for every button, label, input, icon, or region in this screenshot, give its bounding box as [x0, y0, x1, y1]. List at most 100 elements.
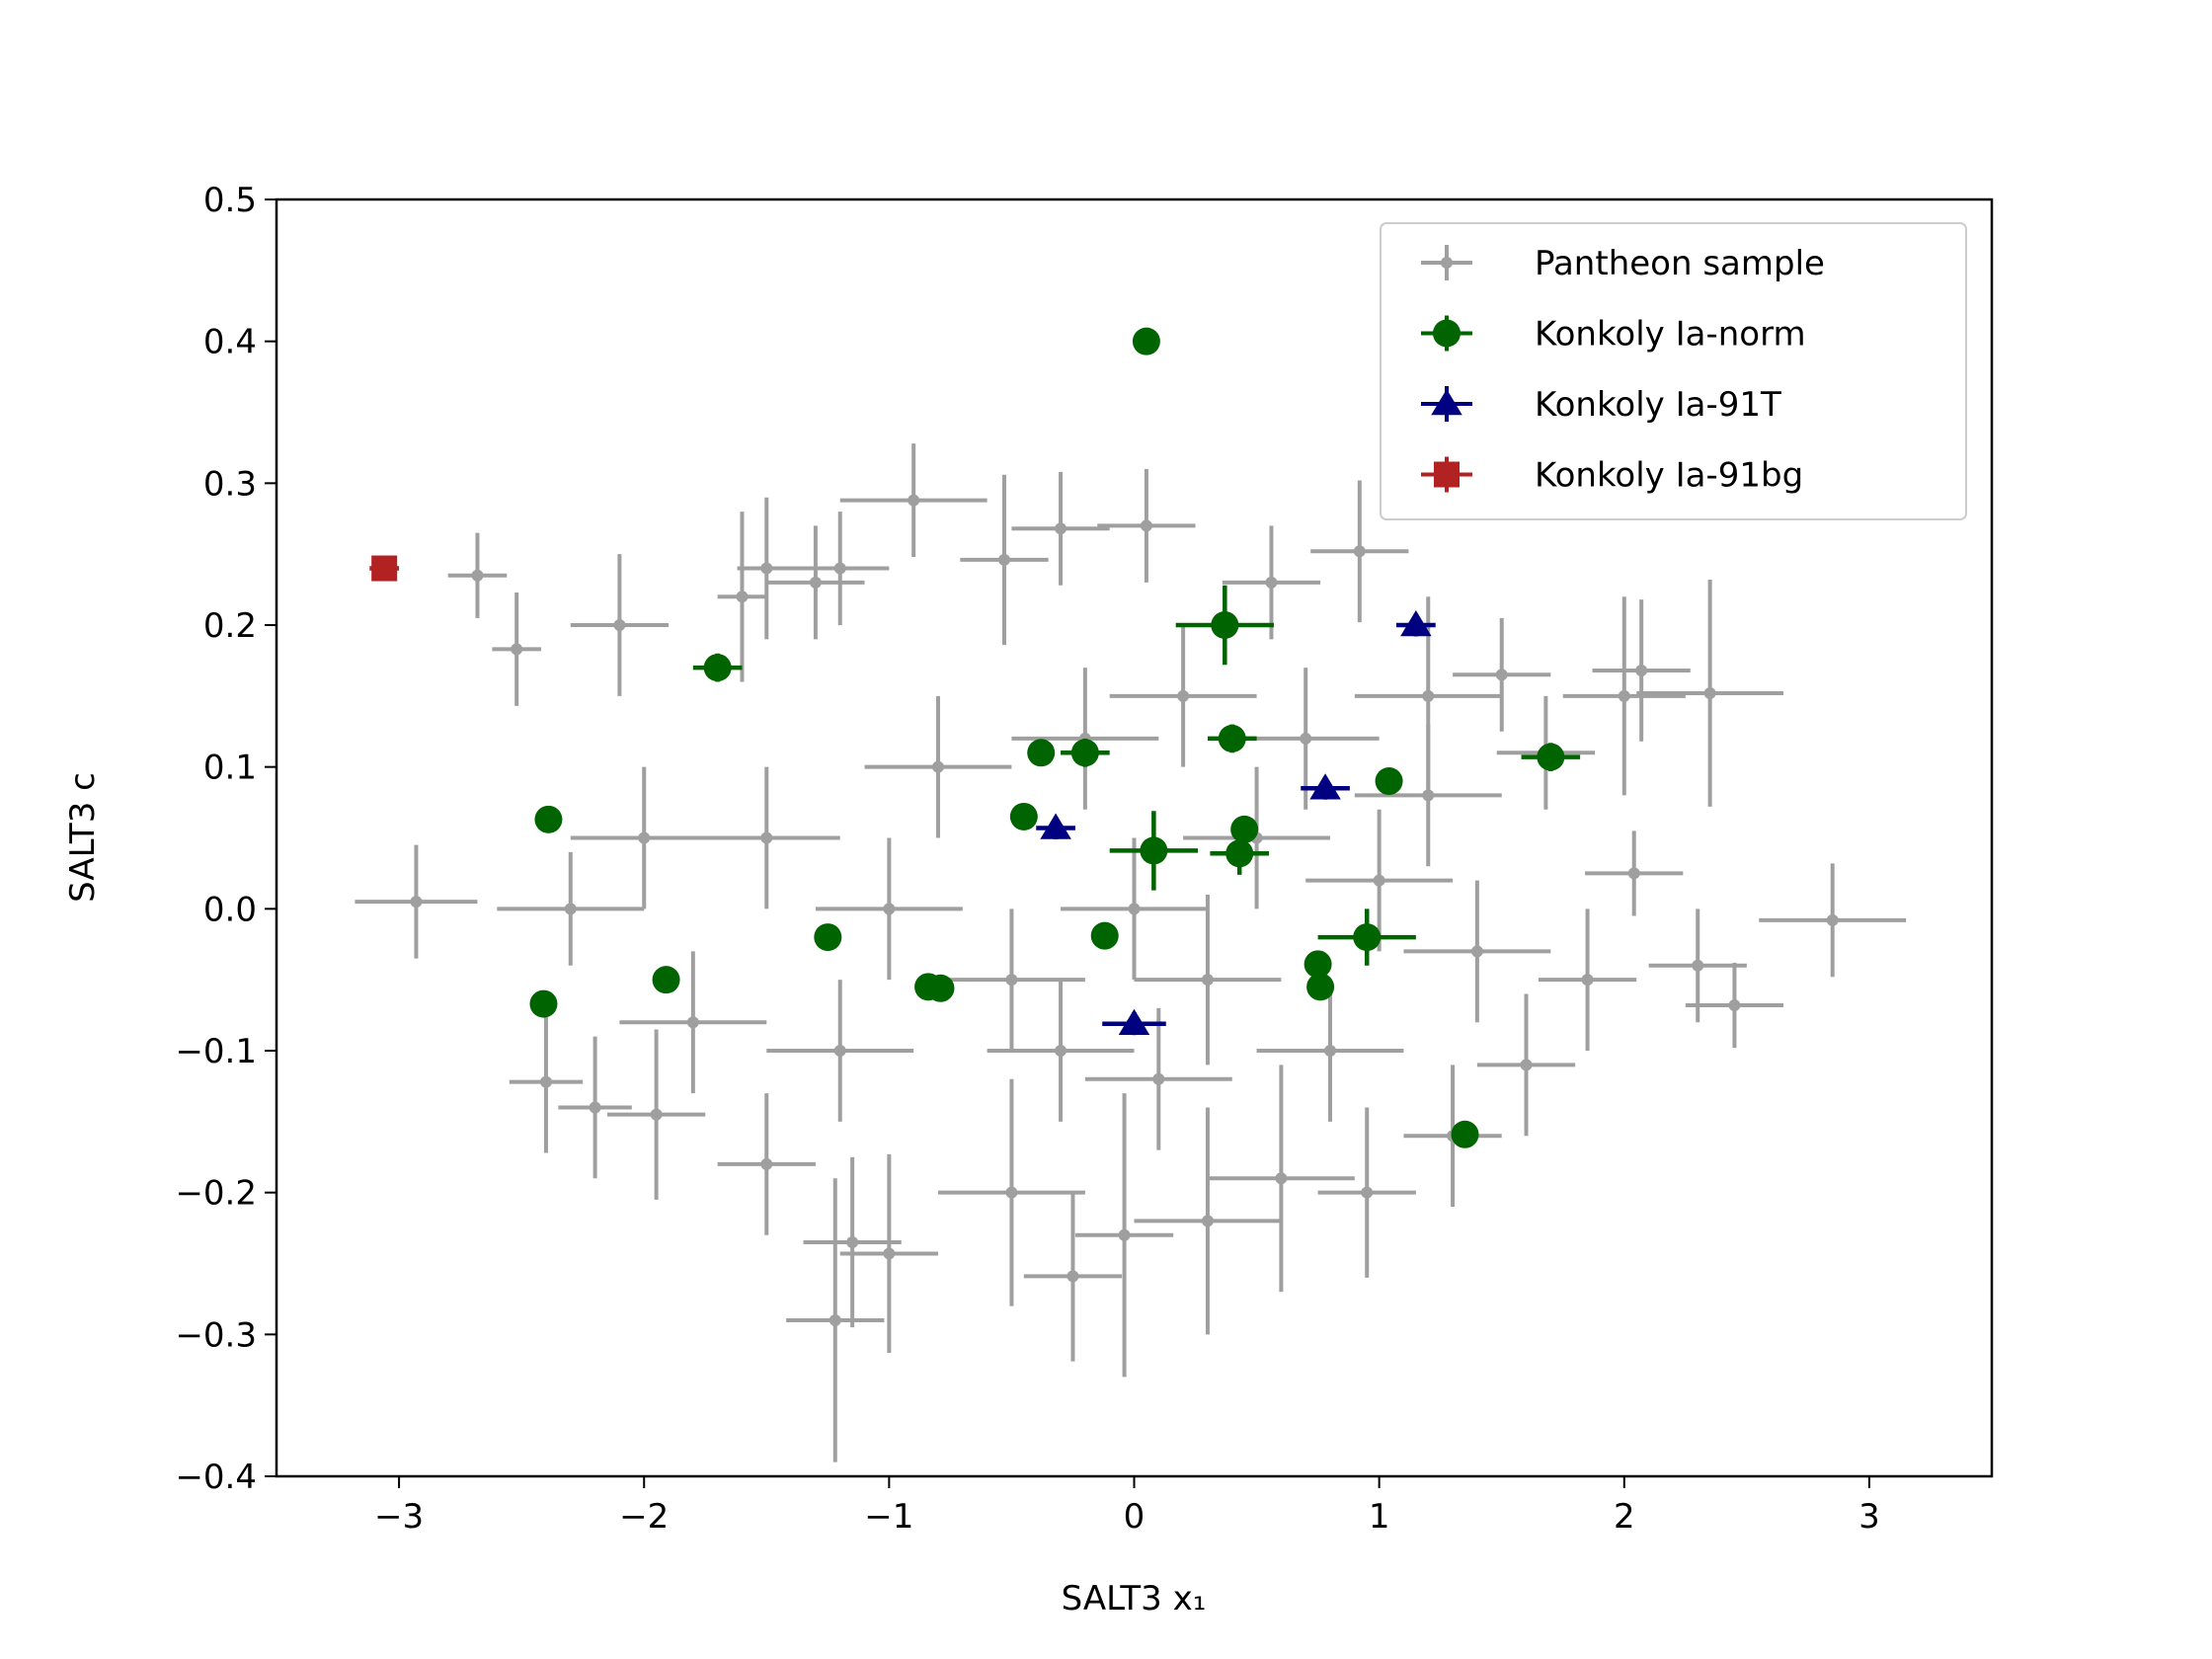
- point: [1118, 1228, 1131, 1241]
- point: [1218, 724, 1246, 752]
- legend-label: Pantheon sample: [1535, 244, 1825, 283]
- point: [589, 1101, 601, 1114]
- y-tick-label: 0.4: [203, 323, 257, 362]
- legend-marker: [1433, 319, 1461, 348]
- point: [1692, 959, 1704, 972]
- x-axis-label: SALT3 x₁: [1062, 1579, 1207, 1619]
- point: [371, 555, 398, 582]
- point: [883, 903, 896, 915]
- point: [534, 805, 563, 833]
- point: [1140, 836, 1168, 865]
- point: [1177, 689, 1190, 702]
- point: [650, 1108, 663, 1121]
- point: [1826, 913, 1839, 926]
- series: [369, 555, 400, 582]
- plot-area: [355, 327, 1907, 1462]
- point: [1027, 739, 1056, 767]
- legend-marker: [1434, 461, 1460, 488]
- point: [1132, 327, 1160, 356]
- y-tick-label: 0.1: [203, 749, 257, 788]
- point: [883, 1247, 896, 1260]
- point: [1581, 974, 1594, 987]
- point: [1128, 903, 1141, 915]
- point: [1309, 773, 1341, 800]
- point: [1070, 739, 1099, 767]
- point: [1275, 1172, 1288, 1185]
- point: [1211, 611, 1239, 639]
- point: [1304, 950, 1332, 979]
- point: [760, 562, 773, 575]
- point: [1400, 610, 1432, 637]
- x-tick-label: 2: [1614, 1497, 1635, 1537]
- point: [703, 654, 732, 682]
- point: [613, 619, 626, 631]
- point: [686, 1016, 699, 1029]
- point: [1422, 689, 1435, 702]
- y-axis-label: SALT3 c: [63, 772, 103, 903]
- point: [1537, 743, 1565, 771]
- point: [1703, 686, 1716, 699]
- legend-marker: [1441, 257, 1453, 269]
- point: [638, 831, 651, 844]
- point: [1140, 519, 1152, 532]
- point: [736, 591, 749, 603]
- point: [1066, 1270, 1079, 1283]
- point: [564, 903, 577, 915]
- legend-label: Konkoly Ia-norm: [1535, 315, 1806, 355]
- y-tick-label: −0.1: [175, 1032, 257, 1071]
- point: [1375, 767, 1403, 796]
- point: [1451, 1120, 1479, 1148]
- point: [1201, 1215, 1214, 1227]
- x-tick-label: −2: [619, 1497, 669, 1537]
- point: [1300, 732, 1312, 745]
- point: [1361, 1186, 1374, 1199]
- point: [652, 966, 680, 994]
- series: [529, 327, 1581, 1148]
- point: [1373, 874, 1385, 887]
- y-tick-label: 0.0: [203, 890, 257, 929]
- point: [926, 974, 955, 1002]
- point: [1635, 664, 1648, 676]
- legend-marker: [1431, 389, 1462, 416]
- point: [997, 553, 1010, 566]
- series: [355, 443, 1907, 1462]
- x-tick-label: 3: [1858, 1497, 1880, 1537]
- point: [410, 896, 423, 908]
- legend-entry: [1421, 456, 1472, 493]
- point: [511, 643, 523, 656]
- point: [1090, 921, 1119, 950]
- point: [829, 1313, 841, 1326]
- point: [760, 831, 773, 844]
- point: [1118, 1008, 1150, 1035]
- point: [1005, 1186, 1018, 1199]
- point: [1520, 1059, 1533, 1071]
- point: [760, 1157, 773, 1170]
- point: [471, 569, 484, 582]
- legend-label: Konkoly Ia-91T: [1535, 385, 1781, 425]
- legend-entry: [1421, 386, 1472, 422]
- point: [539, 1075, 552, 1088]
- point: [1152, 1072, 1165, 1085]
- point: [1495, 669, 1508, 681]
- legend-entry: [1421, 315, 1472, 352]
- y-tick-label: −0.4: [175, 1458, 257, 1497]
- legend-box: [1380, 222, 1967, 520]
- point: [1055, 1045, 1067, 1057]
- point: [809, 576, 822, 589]
- point: [1265, 576, 1278, 589]
- point: [529, 989, 558, 1018]
- point: [1627, 867, 1640, 880]
- point: [1470, 945, 1483, 958]
- point: [1055, 522, 1067, 535]
- point: [1225, 839, 1254, 868]
- point: [1324, 1045, 1337, 1057]
- point: [1618, 689, 1630, 702]
- point: [908, 494, 920, 507]
- point: [1353, 545, 1366, 558]
- y-tick-label: 0.3: [203, 464, 257, 504]
- y-tick-label: 0.5: [203, 181, 257, 220]
- y-tick-label: 0.2: [203, 606, 257, 646]
- point: [1230, 815, 1259, 843]
- point: [1306, 973, 1335, 1001]
- point: [1728, 999, 1741, 1012]
